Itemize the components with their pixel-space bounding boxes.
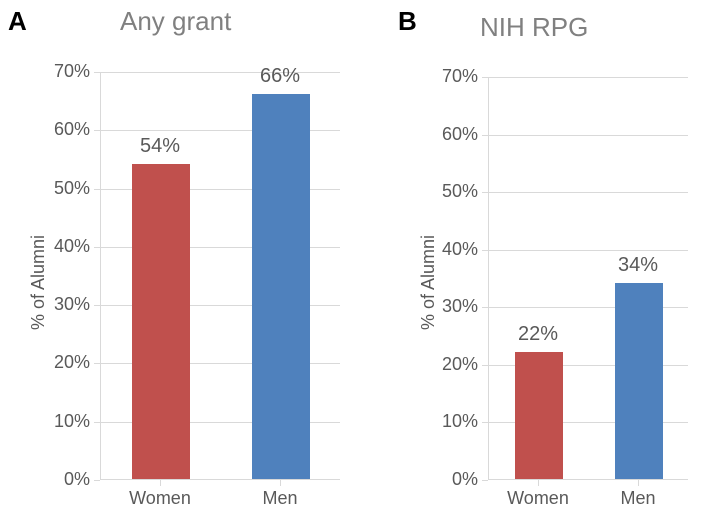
ytick-mark [482, 77, 488, 78]
gridline [489, 135, 688, 136]
plot-area-B [488, 77, 688, 480]
ytick-label: 30% [44, 294, 90, 315]
ytick-mark [94, 422, 100, 423]
ytick-mark [94, 247, 100, 248]
bar-B-men [615, 283, 663, 479]
ytick-mark [94, 480, 100, 481]
bar-A-men [252, 94, 310, 479]
panel-title-A: Any grant [120, 6, 231, 37]
xtick-label: Men [588, 488, 688, 509]
ytick-label: 70% [44, 61, 90, 82]
ytick-mark [482, 307, 488, 308]
xtick-mark [538, 480, 539, 486]
ytick-mark [482, 135, 488, 136]
ytick-mark [94, 189, 100, 190]
ytick-mark [482, 365, 488, 366]
ytick-mark [94, 130, 100, 131]
ytick-label: 10% [432, 411, 478, 432]
gridline [489, 192, 688, 193]
bar-value-label: 34% [598, 254, 678, 277]
ytick-label: 50% [44, 178, 90, 199]
panel-title-B: NIH RPG [480, 12, 588, 43]
ytick-mark [482, 250, 488, 251]
ytick-label: 0% [432, 469, 478, 490]
ytick-mark [94, 305, 100, 306]
bar-value-label: 22% [498, 323, 578, 346]
ytick-label: 0% [44, 469, 90, 490]
panel-label-A: A [8, 6, 27, 37]
ytick-label: 40% [44, 236, 90, 257]
xtick-label: Women [488, 488, 588, 509]
ytick-mark [482, 480, 488, 481]
y-axis-label-B: % of Alumni [418, 235, 439, 330]
bar-B-women [515, 352, 563, 479]
bar-value-label: 54% [120, 135, 200, 158]
xtick-label: Men [230, 488, 330, 509]
ytick-label: 50% [432, 181, 478, 202]
ytick-mark [482, 192, 488, 193]
plot-area-A [100, 72, 340, 480]
ytick-label: 20% [432, 354, 478, 375]
ytick-mark [482, 422, 488, 423]
gridline [489, 77, 688, 78]
ytick-mark [94, 363, 100, 364]
xtick-mark [160, 480, 161, 486]
bar-A-women [132, 164, 190, 479]
xtick-mark [280, 480, 281, 486]
y-axis-label-A: % of Alumni [28, 235, 49, 330]
xtick-label: Women [110, 488, 210, 509]
ytick-label: 60% [432, 124, 478, 145]
gridline [489, 250, 688, 251]
panel-label-B: B [398, 6, 417, 37]
xtick-mark [638, 480, 639, 486]
ytick-label: 60% [44, 119, 90, 140]
ytick-label: 20% [44, 352, 90, 373]
bar-value-label: 66% [240, 65, 320, 88]
ytick-label: 10% [44, 411, 90, 432]
ytick-mark [94, 72, 100, 73]
ytick-label: 70% [432, 66, 478, 87]
